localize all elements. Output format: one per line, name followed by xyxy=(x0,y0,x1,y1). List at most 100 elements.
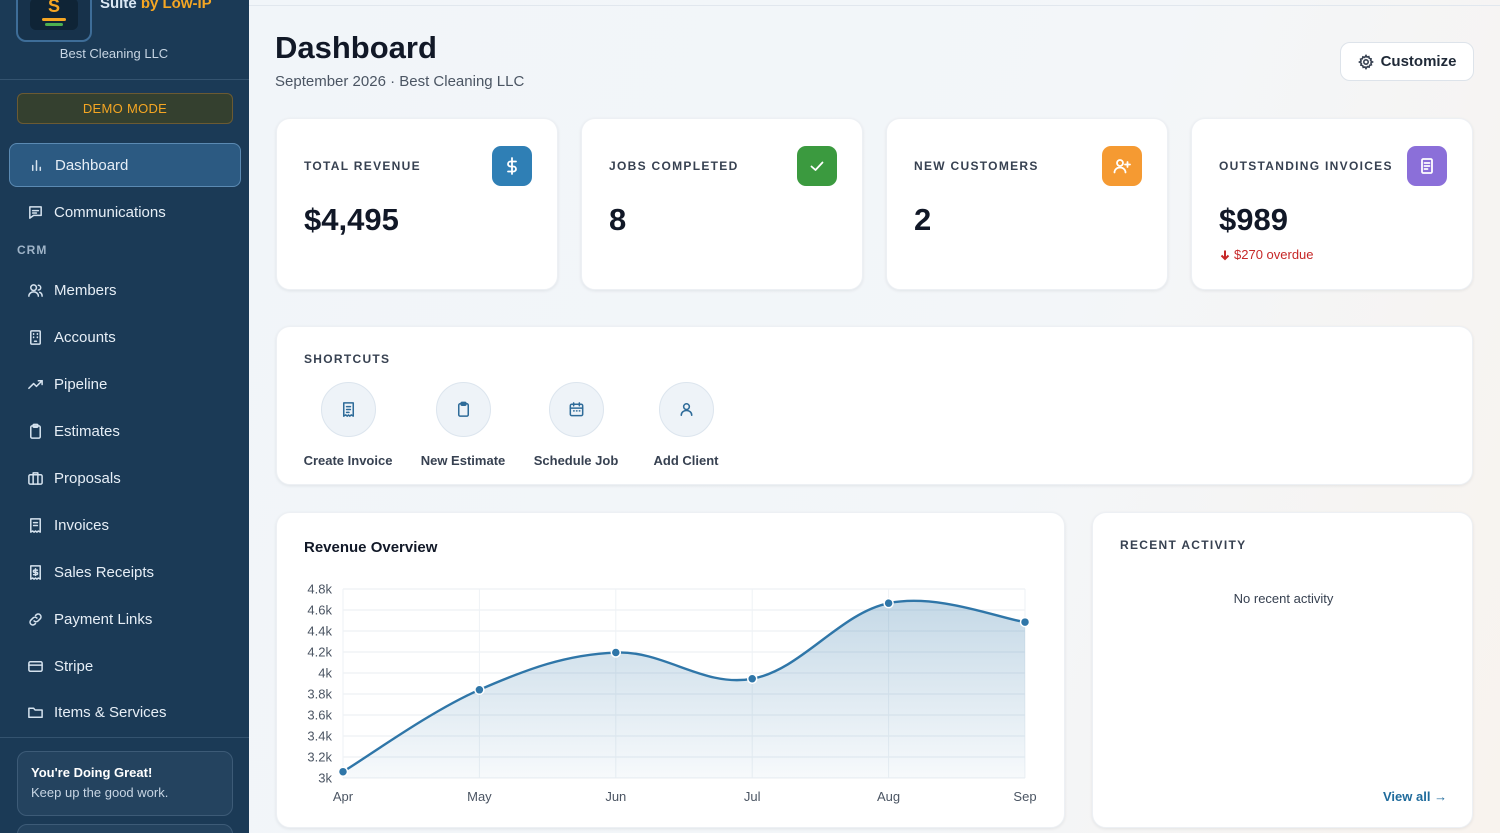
sidebar-item-label: Dashboard xyxy=(55,156,129,174)
demo-mode-badge: DEMO MODE xyxy=(17,93,233,124)
encouragement-text: Keep up the good work. xyxy=(31,785,169,800)
stat-label: NEW CUSTOMERS xyxy=(914,159,1039,173)
data-point xyxy=(610,647,622,658)
data-point xyxy=(474,684,485,696)
clipboard-icon xyxy=(435,382,491,437)
stat-label: TOTAL REVENUE xyxy=(304,159,421,173)
credit-card-icon xyxy=(26,657,44,675)
crm-section-label: CRM xyxy=(17,243,48,257)
y-tick-label: 4.2k xyxy=(307,645,332,660)
receipt-dollar-icon xyxy=(26,563,44,581)
sidebar-item-stripe[interactable]: Stripe xyxy=(9,644,241,688)
sidebar-item-pipeline[interactable]: Pipeline xyxy=(9,362,241,406)
x-tick-label: Apr xyxy=(333,789,354,804)
sidebar: S Suite by Low-IP Best Cleaning LLC DEMO… xyxy=(0,0,249,833)
y-tick-label: 4.8k xyxy=(307,582,332,597)
message-icon xyxy=(26,203,44,221)
trend-icon xyxy=(26,375,44,393)
app-logo[interactable]: S xyxy=(16,0,92,42)
sidebar-item-label: Items & Services xyxy=(54,703,167,721)
y-tick-label: 3.6k xyxy=(307,708,332,723)
calendar-icon xyxy=(548,382,604,437)
shortcut-create-invoice[interactable]: Create Invoice xyxy=(288,382,408,468)
empty-activity-text: No recent activity xyxy=(1233,591,1334,606)
sidebar-item-label: Communications xyxy=(54,203,166,221)
y-tick-label: 3.4k xyxy=(307,729,332,744)
user-icon xyxy=(658,382,714,437)
shortcut-label: Add Client xyxy=(653,453,719,468)
stat-value: 2 xyxy=(914,202,932,237)
x-tick-label: Jun xyxy=(605,789,626,804)
sidebar-item-accounts[interactable]: Accounts xyxy=(9,315,241,359)
sidebar-item-label: Sales Receipts xyxy=(54,563,155,581)
sidebar-item-label: Payment Links xyxy=(54,610,153,628)
sidebar-footer-card xyxy=(17,824,233,833)
sidebar-divider xyxy=(0,737,249,738)
sidebar-item-payment-links[interactable]: Payment Links xyxy=(9,597,241,641)
shortcut-add-client[interactable]: Add Client xyxy=(626,382,746,468)
shortcuts-card: SHORTCUTS Create Invoice New Estimate Sc… xyxy=(276,326,1473,485)
gear-icon xyxy=(1357,53,1374,70)
stat-label: JOBS COMPLETED xyxy=(609,159,739,173)
sidebar-item-estimates[interactable]: Estimates xyxy=(9,409,241,453)
sidebar-item-label: Stripe xyxy=(54,657,94,675)
stat-card-new-customers[interactable]: NEW CUSTOMERS 2 xyxy=(886,118,1168,290)
view-all-link[interactable]: View all → xyxy=(1383,789,1448,804)
stat-label: OUTSTANDING INVOICES xyxy=(1219,159,1393,173)
x-tick-label: May xyxy=(467,789,492,804)
stat-card-total-revenue[interactable]: TOTAL REVENUE $4,495 xyxy=(276,118,558,290)
overdue-amount: $270 overdue xyxy=(1234,247,1314,262)
encouragement-title: You're Doing Great! xyxy=(31,765,153,780)
revenue-area xyxy=(343,600,1025,778)
users-icon xyxy=(26,281,44,299)
brand-name: Suite by Low-IP xyxy=(100,0,212,12)
clipboard-icon xyxy=(26,422,44,440)
sidebar-item-label: Accounts xyxy=(54,328,116,346)
check-icon xyxy=(797,146,837,186)
data-point xyxy=(883,597,894,609)
company-name: Best Cleaning LLC xyxy=(59,46,169,61)
shortcuts-title: SHORTCUTS xyxy=(304,352,391,366)
customize-label: Customize xyxy=(1380,53,1457,70)
recent-activity-title: RECENT ACTIVITY xyxy=(1120,538,1247,552)
customize-button[interactable]: Customize xyxy=(1340,42,1474,81)
dollar-icon xyxy=(492,146,532,186)
sidebar-item-invoices[interactable]: Invoices xyxy=(9,503,241,547)
sidebar-item-label: Invoices xyxy=(54,516,110,534)
stat-value: $989 xyxy=(1219,202,1288,237)
receipt-icon xyxy=(320,382,376,437)
data-point xyxy=(1019,616,1031,628)
shortcut-new-estimate[interactable]: New Estimate xyxy=(403,382,523,468)
building-icon xyxy=(26,328,44,346)
briefcase-icon xyxy=(26,469,44,487)
document-icon xyxy=(1407,146,1447,186)
top-divider xyxy=(249,5,1500,6)
shortcut-label: Create Invoice xyxy=(303,453,393,468)
revenue-overview-card: Revenue Overview 3k 3.2k 3.4k 3.6k 3.8k 4k 4.2… xyxy=(276,512,1065,828)
sidebar-item-label: Pipeline xyxy=(54,375,108,393)
logo-letter: S xyxy=(48,0,61,16)
shortcut-schedule-job[interactable]: Schedule Job xyxy=(516,382,636,468)
stat-card-outstanding-invoices[interactable]: OUTSTANDING INVOICES $989 $270 overdue xyxy=(1191,118,1473,290)
page-title: Dashboard xyxy=(275,30,437,65)
bar-chart-icon xyxy=(27,156,45,174)
sidebar-item-members[interactable]: Members xyxy=(9,268,241,312)
sidebar-item-dashboard[interactable]: Dashboard xyxy=(9,143,241,187)
sidebar-item-label: Estimates xyxy=(54,422,120,440)
page-subtitle: September 2026 · Best Cleaning LLC xyxy=(275,73,525,90)
sidebar-item-label: Proposals xyxy=(54,469,121,487)
brand-header: S Suite by Low-IP Best Cleaning LLC xyxy=(0,0,249,80)
revenue-line xyxy=(342,599,1026,773)
chart-title: Revenue Overview xyxy=(304,539,438,556)
sidebar-item-proposals[interactable]: Proposals xyxy=(9,456,241,500)
sidebar-item-communications[interactable]: Communications xyxy=(9,190,241,234)
x-tick-label: Aug xyxy=(877,789,900,804)
sidebar-item-items-services[interactable]: Items & Services xyxy=(9,690,241,734)
arrow-down-icon xyxy=(1220,250,1230,260)
x-tick-label: Sep xyxy=(1013,789,1036,804)
stat-card-jobs-completed[interactable]: JOBS COMPLETED 8 xyxy=(581,118,863,290)
sidebar-item-sales-receipts[interactable]: Sales Receipts xyxy=(9,550,241,594)
sidebar-item-label: Members xyxy=(54,281,117,299)
receipt-icon xyxy=(26,516,44,534)
overdue-note: $270 overdue xyxy=(1219,247,1314,262)
